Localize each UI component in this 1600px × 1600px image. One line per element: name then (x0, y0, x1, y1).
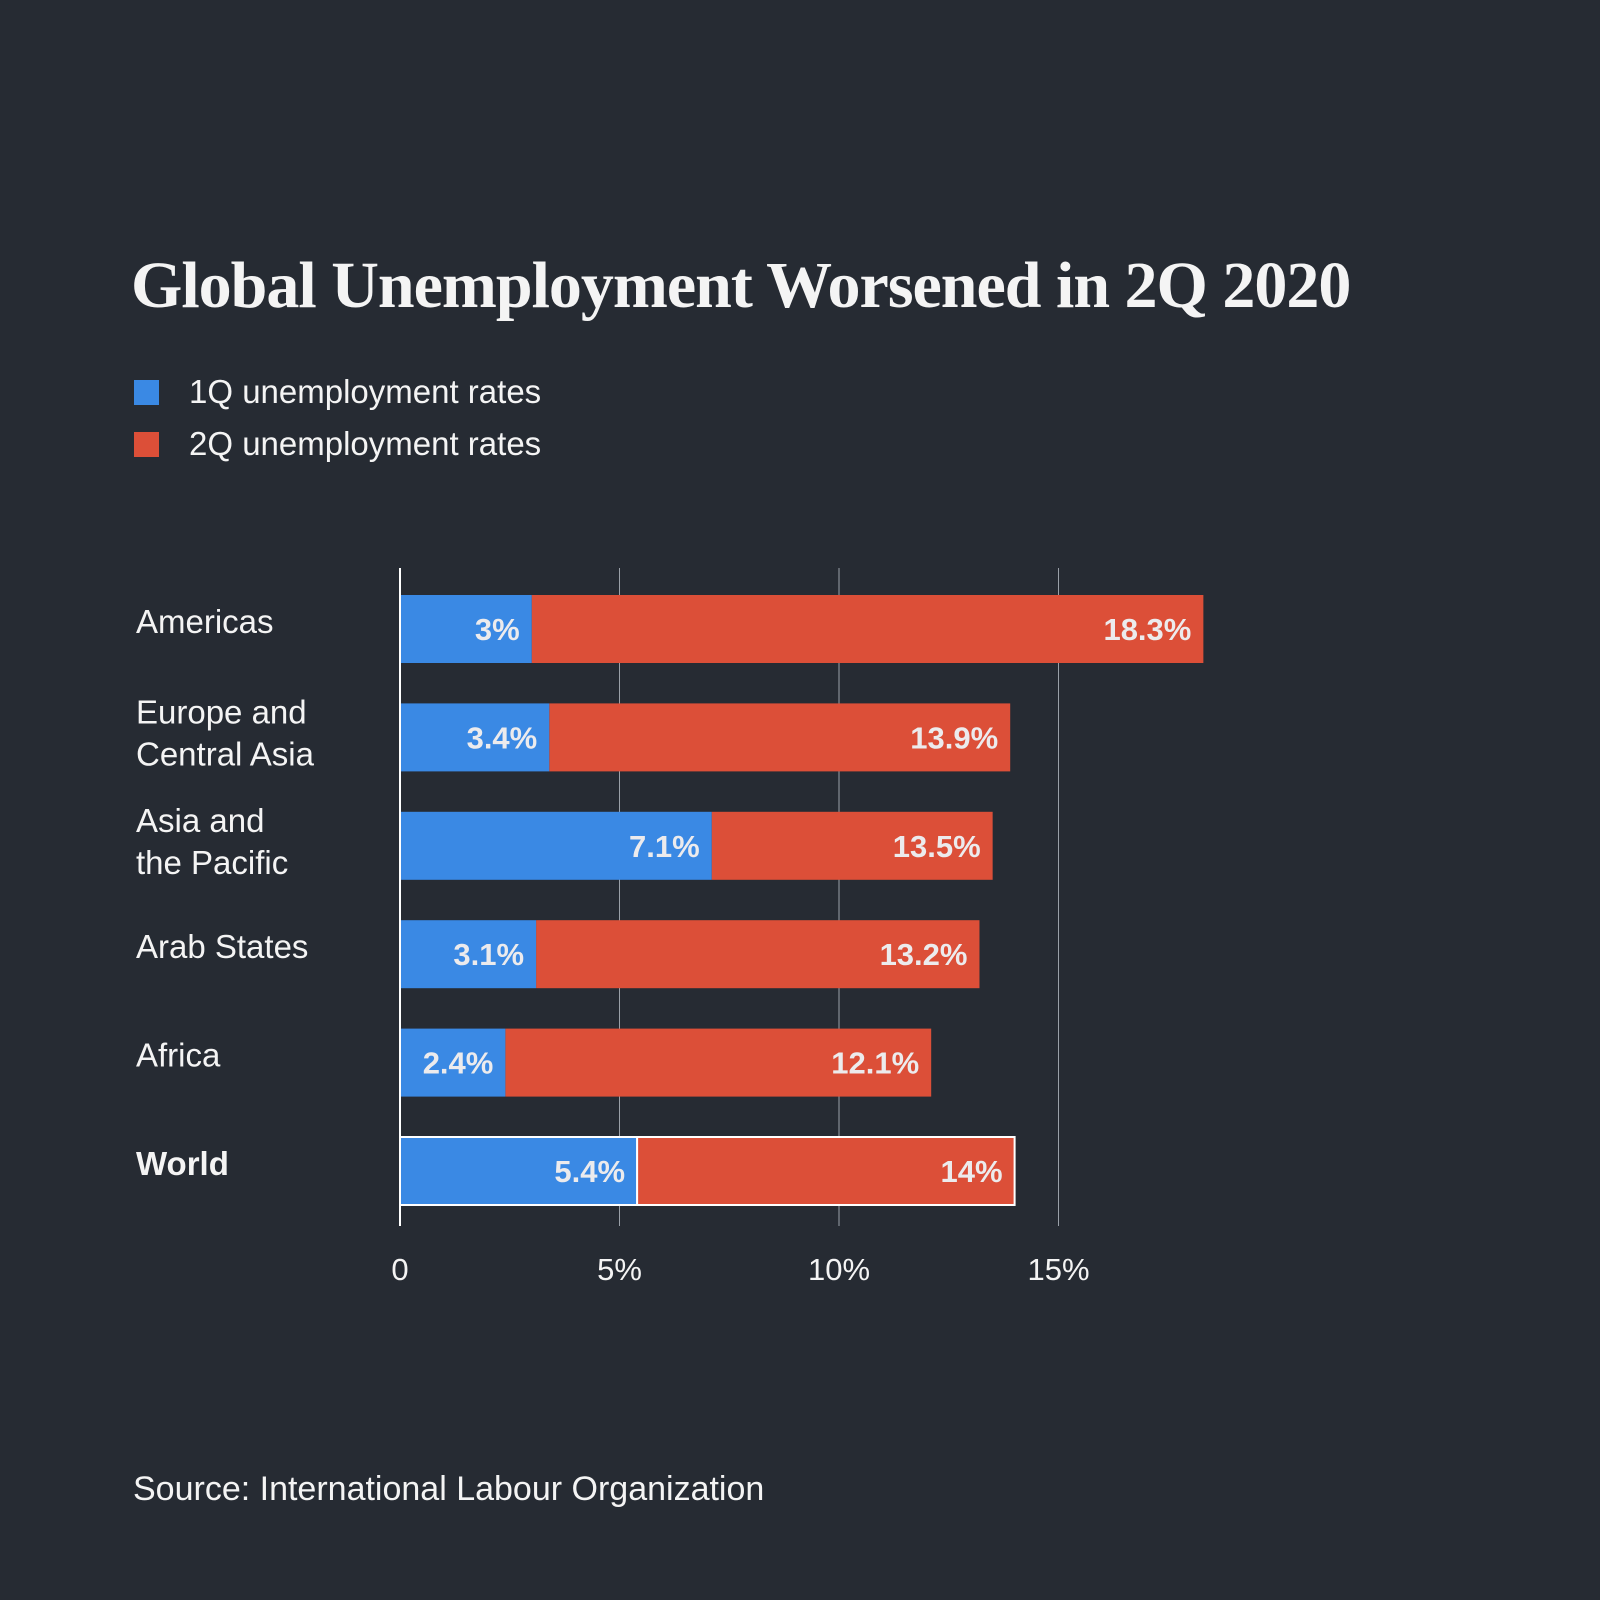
bar-1q (399, 1136, 639, 1206)
category-label-line: Europe and (136, 693, 307, 730)
category-label: Europe and Central Asia (136, 693, 315, 772)
chart-title: Global Unemployment Worsened in 2Q 2020 (131, 249, 1351, 322)
x-tick-label: 15% (1027, 1252, 1089, 1287)
bar-2q (711, 811, 993, 880)
category-label: Asia and the Pacific (136, 802, 288, 881)
category-label-line: the Pacific (136, 844, 288, 881)
bar-1q (400, 811, 712, 880)
value-label-2q: 14% (941, 1154, 1003, 1189)
bar-2q (636, 1136, 1016, 1206)
value-label-2q: 13.2% (880, 937, 968, 972)
category-label-line: Central Asia (136, 735, 315, 772)
value-label-1q: 3.4% (467, 720, 538, 755)
x-tick-label: 10% (808, 1252, 870, 1287)
legend-swatch-2q (134, 431, 159, 457)
category-label: Arab States (136, 928, 308, 965)
value-label-2q: 12.1% (831, 1046, 919, 1081)
category-label-line: Arab States (136, 928, 308, 965)
bar-2q (536, 920, 980, 989)
legend: 1Q unemployment rates 2Q unemployment ra… (134, 366, 541, 470)
bar-2q (531, 595, 1204, 663)
category-label: Africa (136, 1037, 221, 1074)
legend-label-1q: 1Q unemployment rates (189, 373, 542, 410)
value-label-1q: 3% (475, 612, 520, 647)
legend-item-1q: 1Q unemployment rates (134, 366, 541, 418)
category-label-line: Asia and (136, 802, 264, 839)
bar-1q (400, 920, 537, 989)
category-label-line: Africa (136, 1037, 221, 1074)
bar-1q (400, 595, 532, 663)
category-label: Americas (136, 603, 274, 640)
bar-2q (549, 703, 1011, 772)
x-tick-label: 0 (391, 1252, 408, 1287)
legend-swatch-1q (134, 379, 159, 405)
value-label-1q: 7.1% (629, 829, 700, 864)
value-label-2q: 13.5% (893, 829, 981, 864)
value-label-2q: 13.9% (910, 720, 998, 755)
legend-item-2q: 2Q unemployment rates (134, 418, 541, 470)
bar-1q (400, 703, 550, 772)
source-note: Source: International Labour Organizatio… (133, 1470, 765, 1508)
value-label-1q: 5.4% (554, 1154, 625, 1189)
value-label-1q: 3.1% (453, 937, 524, 972)
bar-2q (505, 1028, 932, 1097)
bar-1q (400, 1028, 506, 1097)
legend-label-2q: 2Q unemployment rates (189, 425, 542, 462)
category-label-line: World (136, 1145, 229, 1182)
value-label-1q: 2.4% (423, 1046, 494, 1081)
x-tick-label: 5% (597, 1252, 642, 1287)
category-label: World (136, 1145, 229, 1182)
value-label-2q: 18.3% (1103, 612, 1191, 647)
category-label-line: Americas (136, 603, 274, 640)
